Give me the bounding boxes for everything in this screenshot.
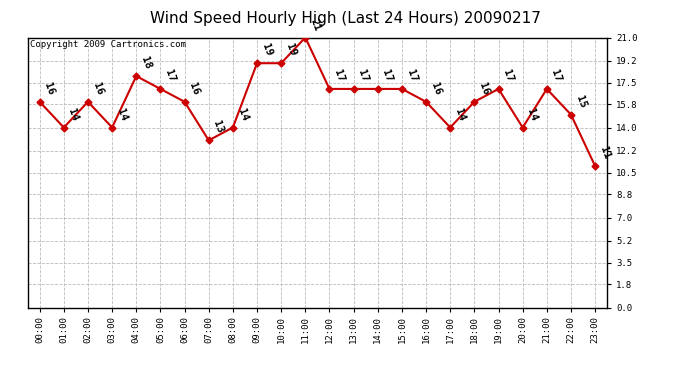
- Text: 17: 17: [405, 68, 418, 83]
- Text: 16: 16: [43, 81, 56, 96]
- Text: 14: 14: [526, 107, 539, 122]
- Text: 17: 17: [164, 68, 177, 83]
- Text: 15: 15: [574, 94, 587, 109]
- Text: 19: 19: [260, 42, 273, 58]
- Text: 19: 19: [284, 42, 297, 58]
- Text: Copyright 2009 Cartronics.com: Copyright 2009 Cartronics.com: [30, 40, 186, 49]
- Text: 14: 14: [453, 107, 466, 122]
- Text: 16: 16: [188, 81, 201, 96]
- Text: 17: 17: [333, 68, 346, 83]
- Text: 17: 17: [502, 68, 515, 83]
- Text: 11: 11: [598, 146, 611, 160]
- Text: 21: 21: [308, 17, 322, 32]
- Text: 17: 17: [357, 68, 370, 83]
- Text: Wind Speed Hourly High (Last 24 Hours) 20090217: Wind Speed Hourly High (Last 24 Hours) 2…: [150, 11, 540, 26]
- Text: 17: 17: [550, 68, 563, 83]
- Text: 16: 16: [91, 81, 104, 96]
- Text: 16: 16: [477, 81, 491, 96]
- Text: 16: 16: [429, 81, 442, 96]
- Text: 14: 14: [236, 107, 249, 122]
- Text: 18: 18: [139, 56, 152, 70]
- Text: 13: 13: [212, 120, 225, 135]
- Text: 14: 14: [67, 107, 80, 122]
- Text: 14: 14: [115, 107, 128, 122]
- Text: 17: 17: [381, 68, 394, 83]
